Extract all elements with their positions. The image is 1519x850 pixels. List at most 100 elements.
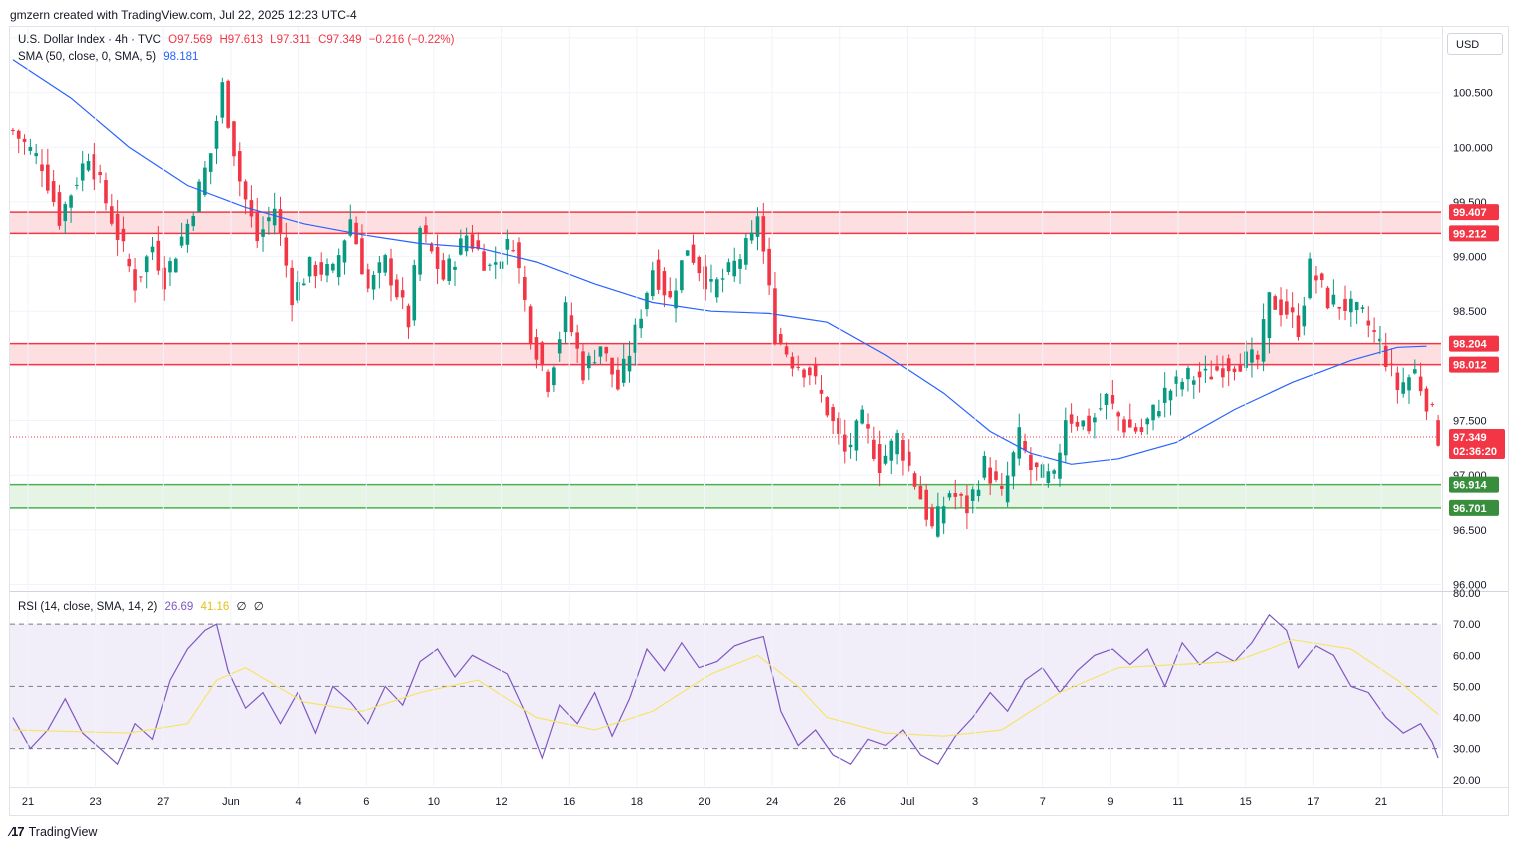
last-price-tag [1449, 429, 1505, 460]
candle-body [237, 151, 242, 182]
candle-body [691, 244, 696, 263]
candle-body [98, 171, 102, 176]
candle-body [1034, 462, 1039, 468]
candle-body [429, 243, 434, 252]
candle-body [965, 495, 969, 514]
rsi-ma-line [12, 639, 1439, 737]
currency-selector[interactable]: USD [1447, 33, 1503, 55]
candle-body [220, 82, 225, 118]
time-tick-label: 15 [1240, 796, 1252, 808]
candle-body [808, 367, 812, 376]
candle-body [1331, 294, 1336, 305]
rsi-tick-label: 70.00 [1453, 619, 1481, 631]
candle-body [936, 506, 940, 537]
support-zone [10, 484, 1441, 508]
time-tick-label: 20 [698, 796, 710, 808]
candle-body [592, 362, 597, 364]
resistance-zone [10, 212, 1441, 234]
candle-body [400, 290, 405, 298]
zone-price-tag-label: 98.204 [1453, 339, 1488, 351]
candle-body [435, 246, 440, 269]
zone-price-tag [1449, 204, 1499, 221]
sma-legend[interactable]: SMA (50, close, 0, SMA, 5) 98.181 [18, 51, 202, 63]
time-tick-label: Jun [222, 796, 240, 808]
candle-body [389, 258, 393, 286]
candle-body [744, 238, 748, 265]
candle-body [546, 371, 550, 392]
candle-body [1081, 420, 1086, 427]
sma-value: 98.181 [163, 51, 199, 63]
chart-frame [9, 26, 1509, 816]
time-tick-label: 17 [1307, 796, 1319, 808]
zone-price-tag-label: 99.212 [1453, 228, 1487, 240]
candle-body [214, 121, 219, 149]
candle-body [34, 153, 38, 157]
candle-body [377, 262, 382, 273]
candle-body [1372, 330, 1376, 332]
candle-body [604, 346, 609, 354]
candle-body [1314, 275, 1318, 281]
candle-body [650, 270, 655, 297]
candle-body [1005, 475, 1010, 503]
candle-body [831, 407, 835, 422]
candle-body [778, 334, 783, 343]
candle-body [1325, 287, 1330, 309]
candle-body [424, 225, 428, 235]
candle-body [80, 163, 85, 181]
candle-body [412, 265, 417, 321]
candle-body [418, 227, 422, 275]
candle-body [1354, 302, 1359, 311]
candle-body [365, 269, 370, 289]
candle-body [179, 236, 184, 246]
candle-body [714, 279, 719, 298]
tradingview-logo-icon: ⁄17 [10, 824, 25, 839]
candle-body [976, 489, 981, 496]
time-tick-label: Jul [900, 796, 914, 808]
candle-body [656, 259, 661, 290]
candle-body [1296, 315, 1301, 338]
candle-body [1389, 363, 1394, 365]
candle-body [243, 181, 248, 200]
candle-body [575, 332, 579, 349]
candle-body [982, 455, 987, 478]
candle-body [360, 238, 364, 275]
candle-body [272, 208, 277, 226]
candle-body [325, 264, 329, 276]
candle-body [930, 507, 934, 527]
zone-price-tag [1449, 225, 1499, 242]
candle-body [761, 216, 766, 252]
candle-body [825, 397, 830, 416]
candle-body [63, 204, 68, 222]
candle-body [156, 240, 161, 271]
rsi-tick-label: 30.00 [1453, 744, 1481, 756]
price-tick-label: 97.500 [1453, 416, 1487, 428]
candle-body [144, 256, 149, 273]
candle-body [1069, 414, 1074, 424]
candle-body [1145, 418, 1150, 425]
footer-brand[interactable]: ⁄17 TradingView [10, 824, 97, 839]
candle-body [842, 434, 847, 452]
candle-body [895, 433, 899, 455]
candle-body [342, 240, 347, 263]
candle-body [1104, 393, 1109, 405]
time-tick-label: 21 [1375, 796, 1387, 808]
candle-body [104, 179, 108, 204]
candle-body [918, 485, 923, 500]
footer-brand-text: TradingView [28, 824, 98, 839]
candle-body [173, 258, 178, 273]
candle-body [802, 369, 806, 378]
candle-body [371, 274, 376, 290]
candle-body [331, 263, 335, 271]
candle-body [139, 276, 143, 278]
sma-line [12, 59, 1427, 465]
candle-body [16, 130, 21, 139]
candle-body [255, 212, 260, 242]
rsi-ma-value: 41.16 [200, 601, 230, 613]
candle-body [127, 258, 132, 267]
rsi-legend[interactable]: RSI (14, close, SMA, 14, 2) 26.69 41.16 … [18, 599, 268, 613]
candle-body [947, 493, 952, 498]
candle-body [1261, 319, 1266, 362]
candle-body [493, 262, 498, 265]
candle-body [528, 306, 533, 345]
